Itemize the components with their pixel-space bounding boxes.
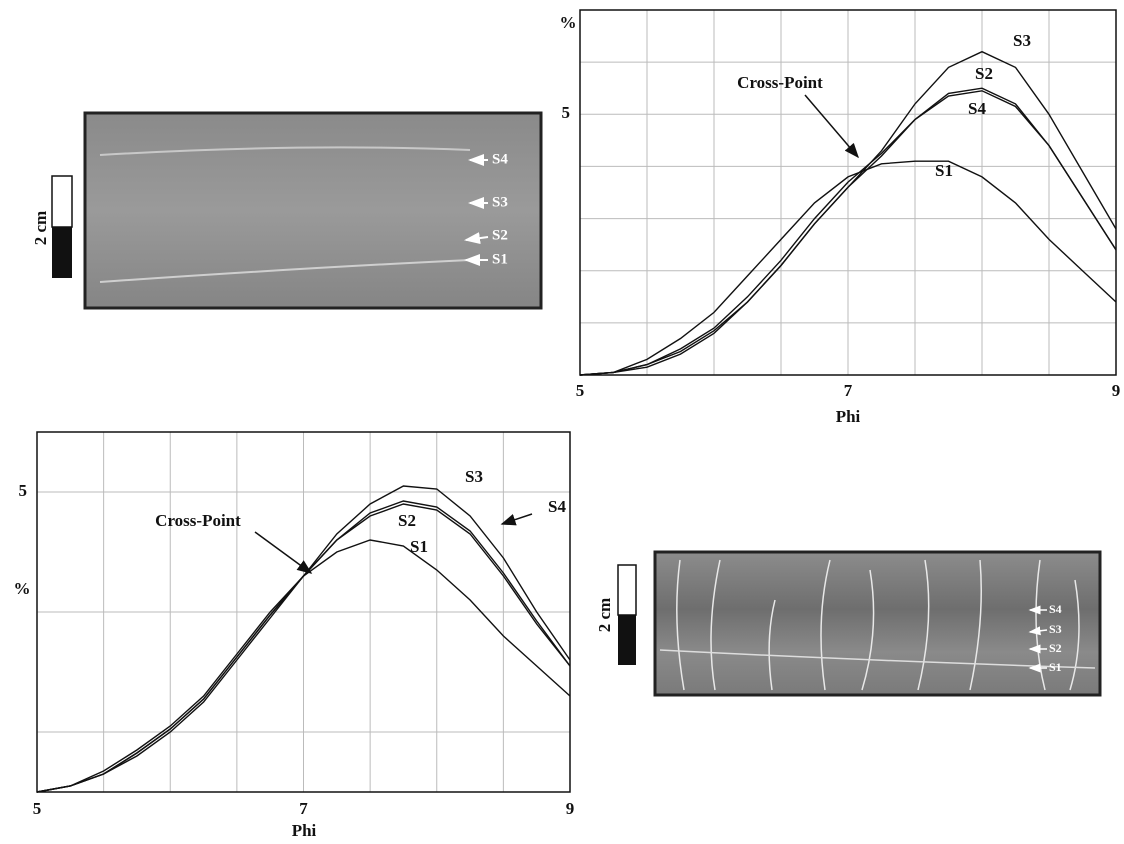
series-label: S2 [398, 511, 416, 530]
series-label: S1 [410, 537, 428, 556]
x-tick-label: 7 [844, 381, 853, 400]
layer [99, 146, 471, 156]
series-label: S4 [548, 497, 566, 516]
arrow [464, 232, 489, 245]
y-axis-label: % [14, 579, 31, 598]
label-arrow [500, 513, 533, 526]
scale-bar [52, 227, 72, 278]
series-label: S1 [935, 161, 953, 180]
layer-label: S1 [492, 251, 508, 267]
scale-label: 2 cm [595, 598, 614, 632]
core-photo [653, 550, 1102, 697]
y-axis-label: % [560, 13, 577, 32]
scale-bar [618, 615, 636, 665]
annotation: Cross-Point [155, 511, 241, 530]
series-label: S3 [1013, 31, 1031, 50]
y-tick-label: 5 [19, 481, 28, 500]
scale-label: 2 cm [31, 211, 50, 245]
layer-label: S4 [492, 151, 508, 167]
x-tick-label: 7 [299, 799, 308, 818]
x-axis-label: Phi [836, 407, 861, 426]
layer-label: S2 [1049, 641, 1062, 655]
x-tick-label: 5 [33, 799, 42, 818]
series-line [579, 87, 1117, 376]
series-line [579, 160, 1117, 376]
series-line [579, 90, 1117, 376]
annotation: Cross-Point [737, 73, 823, 92]
series-label: S2 [975, 64, 993, 83]
layer-label: S3 [492, 194, 508, 210]
annotation-arrow [804, 94, 859, 159]
core-image: 2 cm S4 S3 S2 S1 [595, 550, 1102, 697]
y-tick-label: 5 [562, 103, 571, 122]
layer-label: S1 [1049, 660, 1062, 674]
core-image: 2 cm S4 S3 S2 S1 [31, 111, 543, 310]
core-photo [83, 111, 543, 310]
layer-label: S3 [1049, 622, 1062, 636]
series-label: S3 [465, 467, 483, 486]
x-tick-label: 5 [576, 381, 585, 400]
scale-bar [51, 175, 73, 228]
series-line [36, 500, 571, 793]
layer-label: S2 [492, 227, 508, 243]
series-label: S4 [968, 99, 986, 118]
annotation-arrow [254, 531, 313, 574]
plot-frame [579, 9, 1117, 376]
layer [99, 259, 471, 283]
layer-label: S4 [1049, 602, 1062, 616]
x-tick-label: 9 [1112, 381, 1121, 400]
plot-frame [36, 431, 571, 793]
arrow [1028, 626, 1048, 636]
x-tick-label: 9 [566, 799, 575, 818]
scale-bar [617, 564, 637, 616]
x-axis-label: Phi [292, 821, 317, 840]
